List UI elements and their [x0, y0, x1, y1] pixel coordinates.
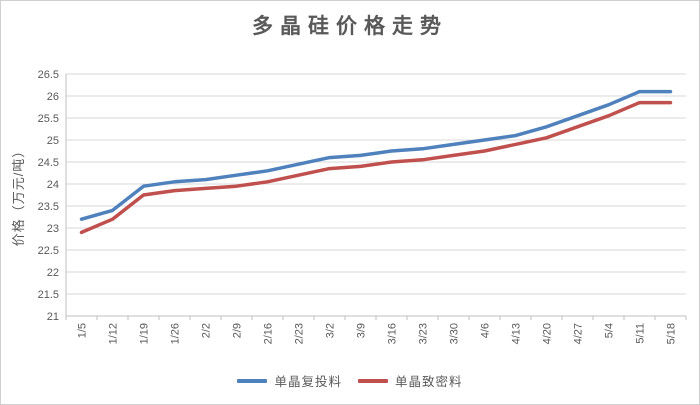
y-tick-label: 23	[47, 223, 59, 235]
x-tick-label: 1/19	[139, 323, 151, 344]
series-line-futoul	[79, 89, 673, 221]
legend-item: 单晶致密料	[358, 371, 463, 390]
x-tick-label: 5/11	[635, 323, 647, 344]
y-tick-label: 22.5	[38, 245, 59, 257]
x-tick-label: 4/13	[511, 323, 523, 344]
y-tick-label: 21.5	[38, 289, 59, 301]
legend-line-swatch	[358, 378, 388, 383]
y-axis-title: 价格（万元/吨）	[11, 144, 26, 247]
x-tick-label: 4/27	[573, 323, 585, 344]
x-tick-label: 3/16	[387, 323, 399, 344]
x-tick-label: 2/2	[201, 323, 213, 338]
x-tick-label: 2/9	[232, 323, 244, 338]
legend-label: 单晶复投料	[274, 375, 342, 389]
legend-item: 单晶复投料	[237, 371, 342, 390]
x-tick-label: 5/4	[604, 323, 616, 338]
y-tick-label: 25	[47, 135, 59, 147]
x-tick-label: 4/6	[480, 323, 492, 338]
legend-line-swatch	[237, 378, 268, 383]
y-tick-label: 21	[47, 311, 59, 323]
chart-title: 多晶硅价格走势	[252, 14, 448, 38]
y-tick-label: 26	[47, 91, 59, 103]
x-tick-label: 3/30	[449, 323, 461, 344]
x-tick-label: 3/2	[325, 323, 337, 338]
legend-label: 单晶致密料	[395, 375, 463, 389]
x-tick-label: 5/18	[666, 323, 678, 344]
x-tick-label: 1/26	[170, 323, 182, 344]
y-tick-label: 24	[47, 179, 59, 191]
series-line-zhimi	[79, 100, 673, 235]
x-tick-label: 2/23	[294, 323, 306, 344]
y-tick-label: 22	[47, 267, 59, 279]
x-tick-label: 2/16	[263, 323, 275, 344]
y-tick-label: 26.5	[38, 69, 59, 81]
x-tick-label: 1/5	[77, 323, 89, 338]
y-tick-label: 25.5	[38, 113, 59, 125]
y-tick-label: 24.5	[38, 157, 59, 169]
chart-legend: 单晶复投料 单晶致密料	[1, 371, 699, 390]
x-tick-label: 3/23	[418, 323, 430, 344]
y-tick-label: 23.5	[38, 201, 59, 213]
x-tick-label: 1/12	[108, 323, 120, 344]
x-tick-label: 4/20	[542, 323, 554, 344]
x-tick-label: 3/9	[356, 323, 368, 338]
